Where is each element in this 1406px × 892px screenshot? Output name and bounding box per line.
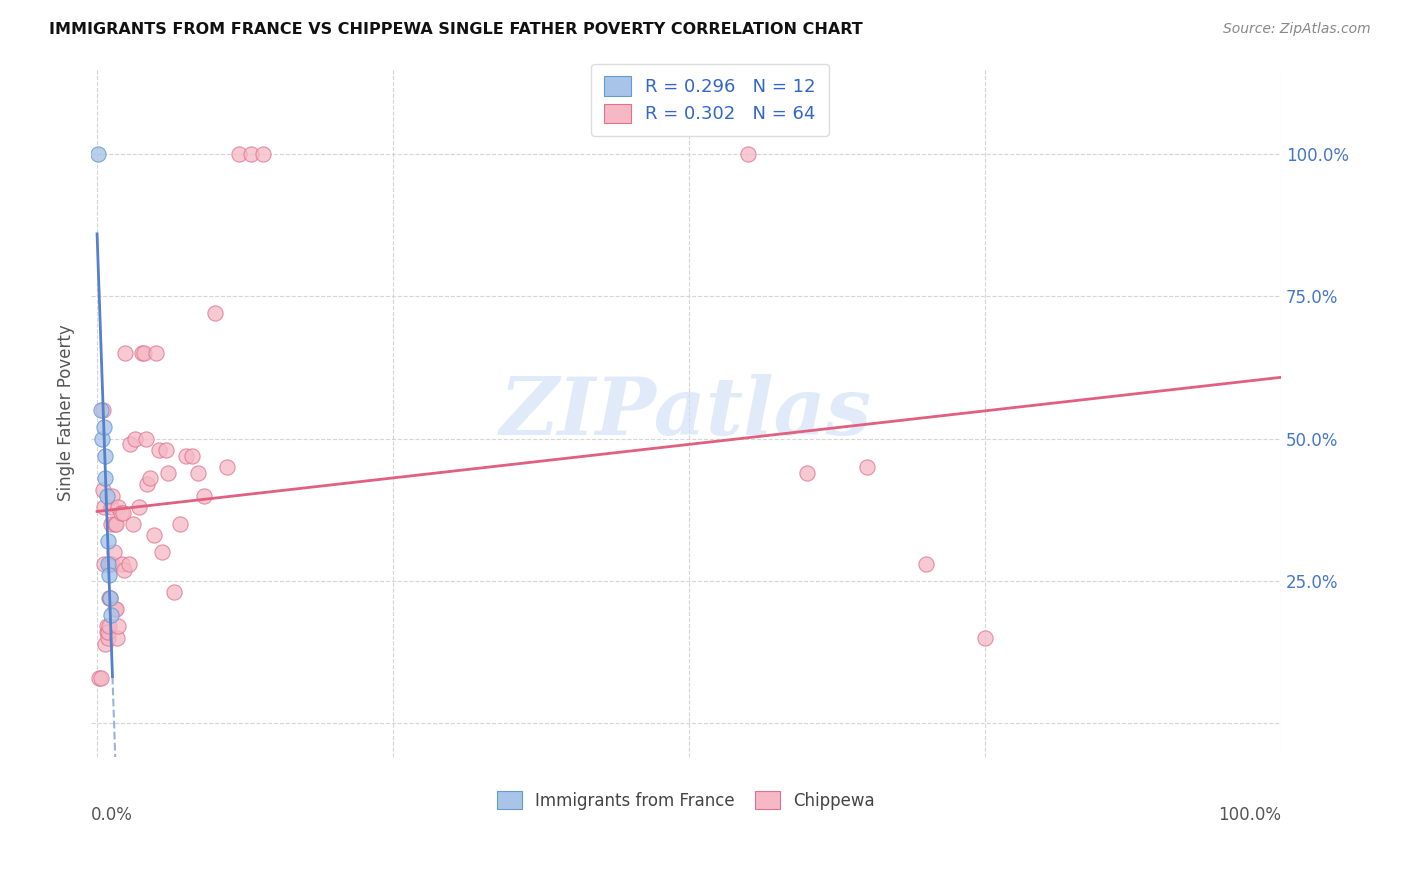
Point: [134, 346, 156, 360]
Point: [97, 625, 120, 640]
Text: ZIPatlas: ZIPatlas: [501, 375, 872, 451]
Point: [103, 545, 125, 559]
Point: [93, 557, 115, 571]
Point: [855, 460, 877, 475]
Point: [91, 403, 114, 417]
Point: [94, 471, 117, 485]
Point: [100, 608, 122, 623]
Point: [914, 557, 936, 571]
Point: [135, 477, 157, 491]
Point: [131, 346, 153, 360]
Point: [94, 449, 117, 463]
Point: [90, 671, 112, 685]
Point: [174, 449, 197, 463]
Point: [107, 500, 129, 514]
Point: [100, 516, 122, 531]
Point: [98, 557, 121, 571]
Point: [104, 602, 127, 616]
Point: [98, 591, 121, 605]
Point: [142, 528, 165, 542]
Point: [974, 631, 997, 645]
Point: [737, 147, 759, 161]
Point: [204, 306, 226, 320]
Text: IMMIGRANTS FROM FRANCE VS CHIPPEWA SINGLE FATHER POVERTY CORRELATION CHART: IMMIGRANTS FROM FRANCE VS CHIPPEWA SINGL…: [49, 22, 863, 37]
Point: [96, 625, 118, 640]
Point: [101, 557, 124, 571]
Point: [120, 437, 142, 451]
Y-axis label: Single Father Poverty: Single Father Poverty: [58, 325, 75, 501]
Point: [112, 506, 135, 520]
Point: [93, 420, 115, 434]
Point: [163, 585, 186, 599]
Point: [94, 636, 117, 650]
Point: [148, 442, 170, 457]
Point: [145, 346, 167, 360]
Point: [86, 147, 108, 161]
Point: [228, 147, 250, 161]
Point: [169, 516, 191, 531]
Point: [110, 506, 132, 520]
Point: [93, 500, 115, 514]
Point: [105, 602, 128, 616]
Point: [187, 466, 209, 480]
Point: [240, 147, 263, 161]
Point: [97, 591, 120, 605]
Point: [101, 489, 124, 503]
Point: [89, 671, 111, 685]
Point: [193, 489, 215, 503]
Point: [180, 449, 202, 463]
Point: [96, 489, 118, 503]
Point: [97, 631, 120, 645]
Point: [217, 460, 239, 475]
Point: [91, 483, 114, 497]
Text: 100.0%: 100.0%: [1218, 805, 1281, 823]
Point: [118, 557, 141, 571]
Point: [796, 466, 818, 480]
Point: [104, 516, 127, 531]
Point: [97, 619, 120, 633]
Point: [121, 516, 143, 531]
Point: [139, 471, 162, 485]
Point: [100, 500, 122, 514]
Point: [105, 516, 128, 531]
Point: [97, 568, 120, 582]
Point: [128, 500, 150, 514]
Point: [98, 591, 121, 605]
Point: [90, 432, 112, 446]
Point: [97, 534, 120, 549]
Point: [155, 442, 177, 457]
Point: [90, 403, 112, 417]
Point: [252, 147, 274, 161]
Point: [150, 545, 173, 559]
Text: 0.0%: 0.0%: [91, 805, 134, 823]
Point: [124, 432, 146, 446]
Point: [114, 346, 136, 360]
Point: [157, 466, 180, 480]
Text: Source: ZipAtlas.com: Source: ZipAtlas.com: [1223, 22, 1371, 37]
Legend: Immigrants from France, Chippewa: Immigrants from France, Chippewa: [489, 782, 883, 818]
Point: [112, 562, 135, 576]
Point: [111, 557, 134, 571]
Point: [107, 619, 129, 633]
Point: [105, 631, 128, 645]
Point: [96, 619, 118, 633]
Point: [135, 432, 157, 446]
Point: [97, 557, 120, 571]
